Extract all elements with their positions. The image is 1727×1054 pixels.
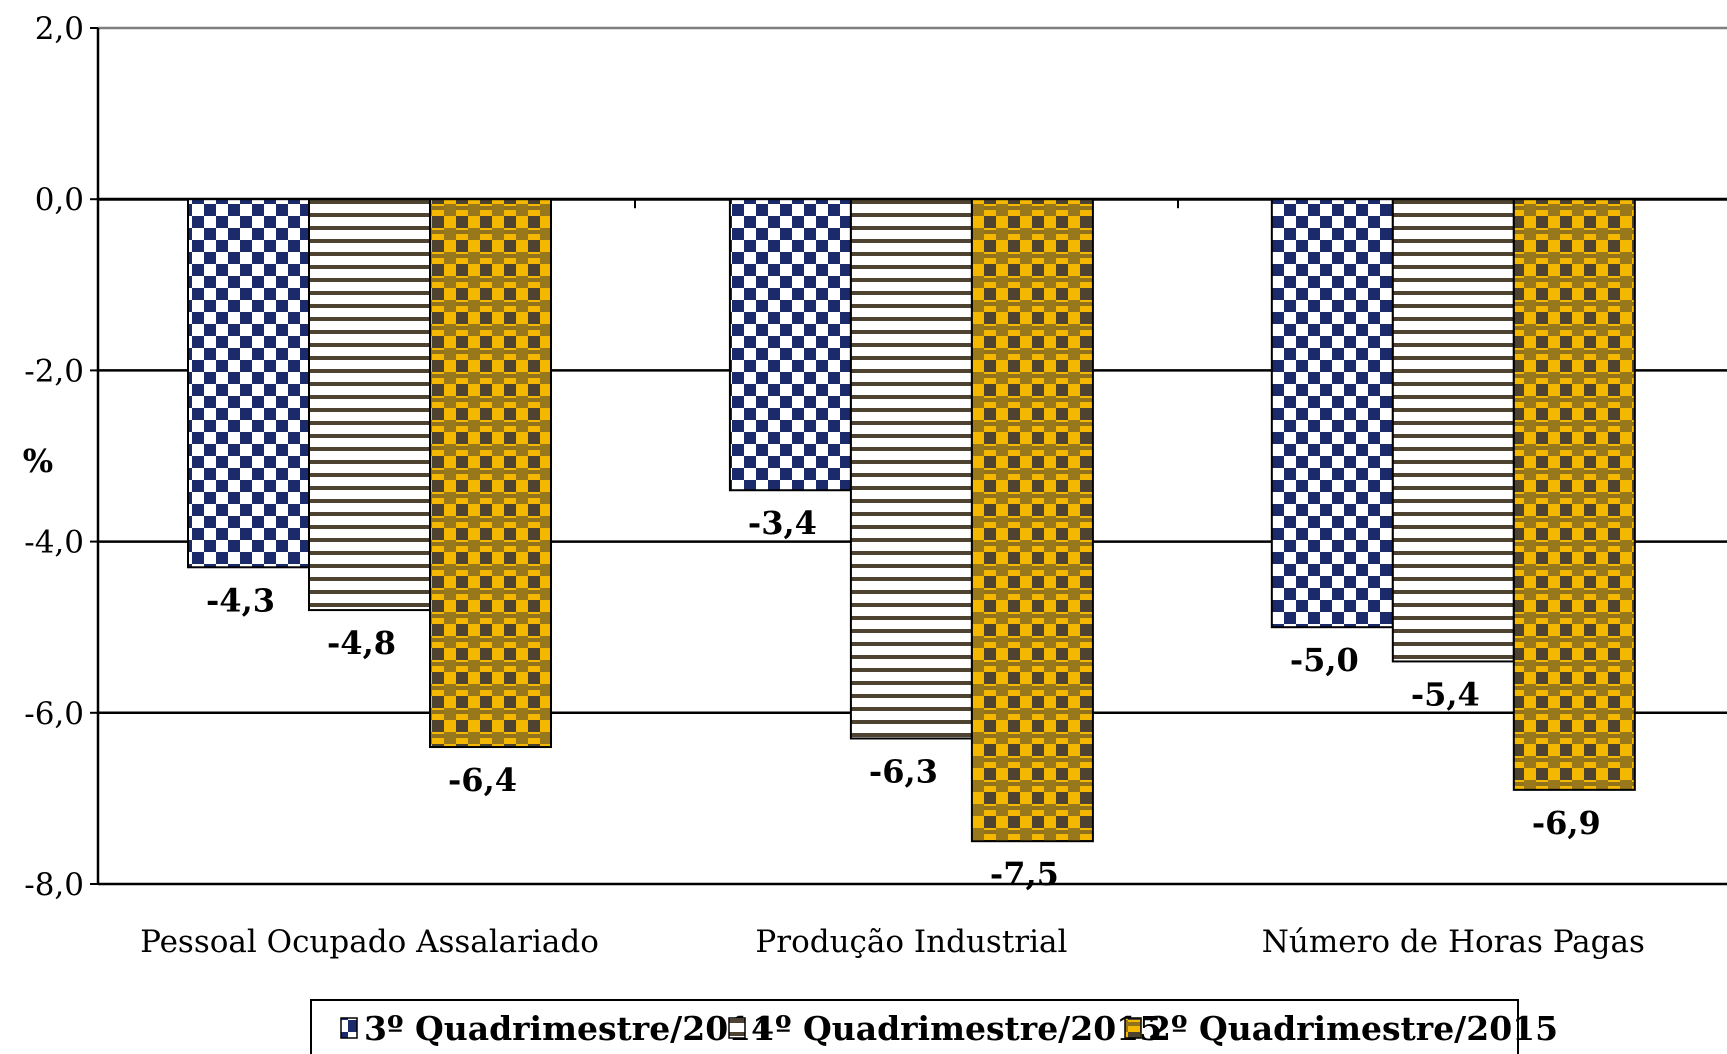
y-tick-label: 2,0 <box>35 11 84 47</box>
data-label: -6,3 <box>869 752 938 790</box>
y-axis-label: % <box>23 442 53 480</box>
bar <box>728 198 852 492</box>
bar <box>429 198 552 749</box>
bar <box>1512 198 1636 791</box>
legend-swatch <box>728 1017 746 1039</box>
y-tick-label: -6,0 <box>24 696 84 732</box>
y-tick-label: -2,0 <box>24 353 84 389</box>
bars <box>187 198 1636 843</box>
x-category-label: Número de Horas Pagas <box>1262 924 1645 960</box>
legend-label: 1º Quadrimestre/2015 <box>752 1009 1162 1048</box>
legend-swatch <box>340 1017 358 1039</box>
bar <box>849 198 973 740</box>
bar <box>970 198 1094 843</box>
legend-swatch <box>1124 1017 1142 1039</box>
axes: 2,0 0,0 -2,0 -4,0 -6,0 -8,0 <box>24 11 1179 903</box>
bar <box>1391 198 1515 663</box>
data-label: -6,4 <box>448 761 517 799</box>
y-tick-label: 0,0 <box>35 182 84 218</box>
bar <box>308 198 431 612</box>
data-label: -7,5 <box>990 855 1059 893</box>
legend-box <box>310 999 1519 1054</box>
legend-label: 3º Quadrimestre/2014 <box>364 1009 774 1048</box>
data-label: -6,9 <box>1532 804 1601 842</box>
data-label: -5,4 <box>1411 675 1480 713</box>
data-label: -3,4 <box>748 504 817 542</box>
y-tick-label: -4,0 <box>24 525 84 561</box>
labels: % -4,3 -4,8 -6,4 Pessoal Ocupado Assalariado… <box>23 442 1645 960</box>
x-category-label: Produção Industrial <box>755 924 1067 960</box>
data-label: -4,3 <box>206 581 275 619</box>
y-tick-label: -8,0 <box>24 867 84 903</box>
data-label: -4,8 <box>327 624 396 662</box>
legend-label: 2º Quadrimestre/2015 <box>1148 1009 1558 1048</box>
x-category-label: Pessoal Ocupado Assalariado <box>140 924 599 960</box>
bar <box>187 198 310 569</box>
bar <box>1270 198 1394 629</box>
data-label: -5,0 <box>1290 641 1359 679</box>
